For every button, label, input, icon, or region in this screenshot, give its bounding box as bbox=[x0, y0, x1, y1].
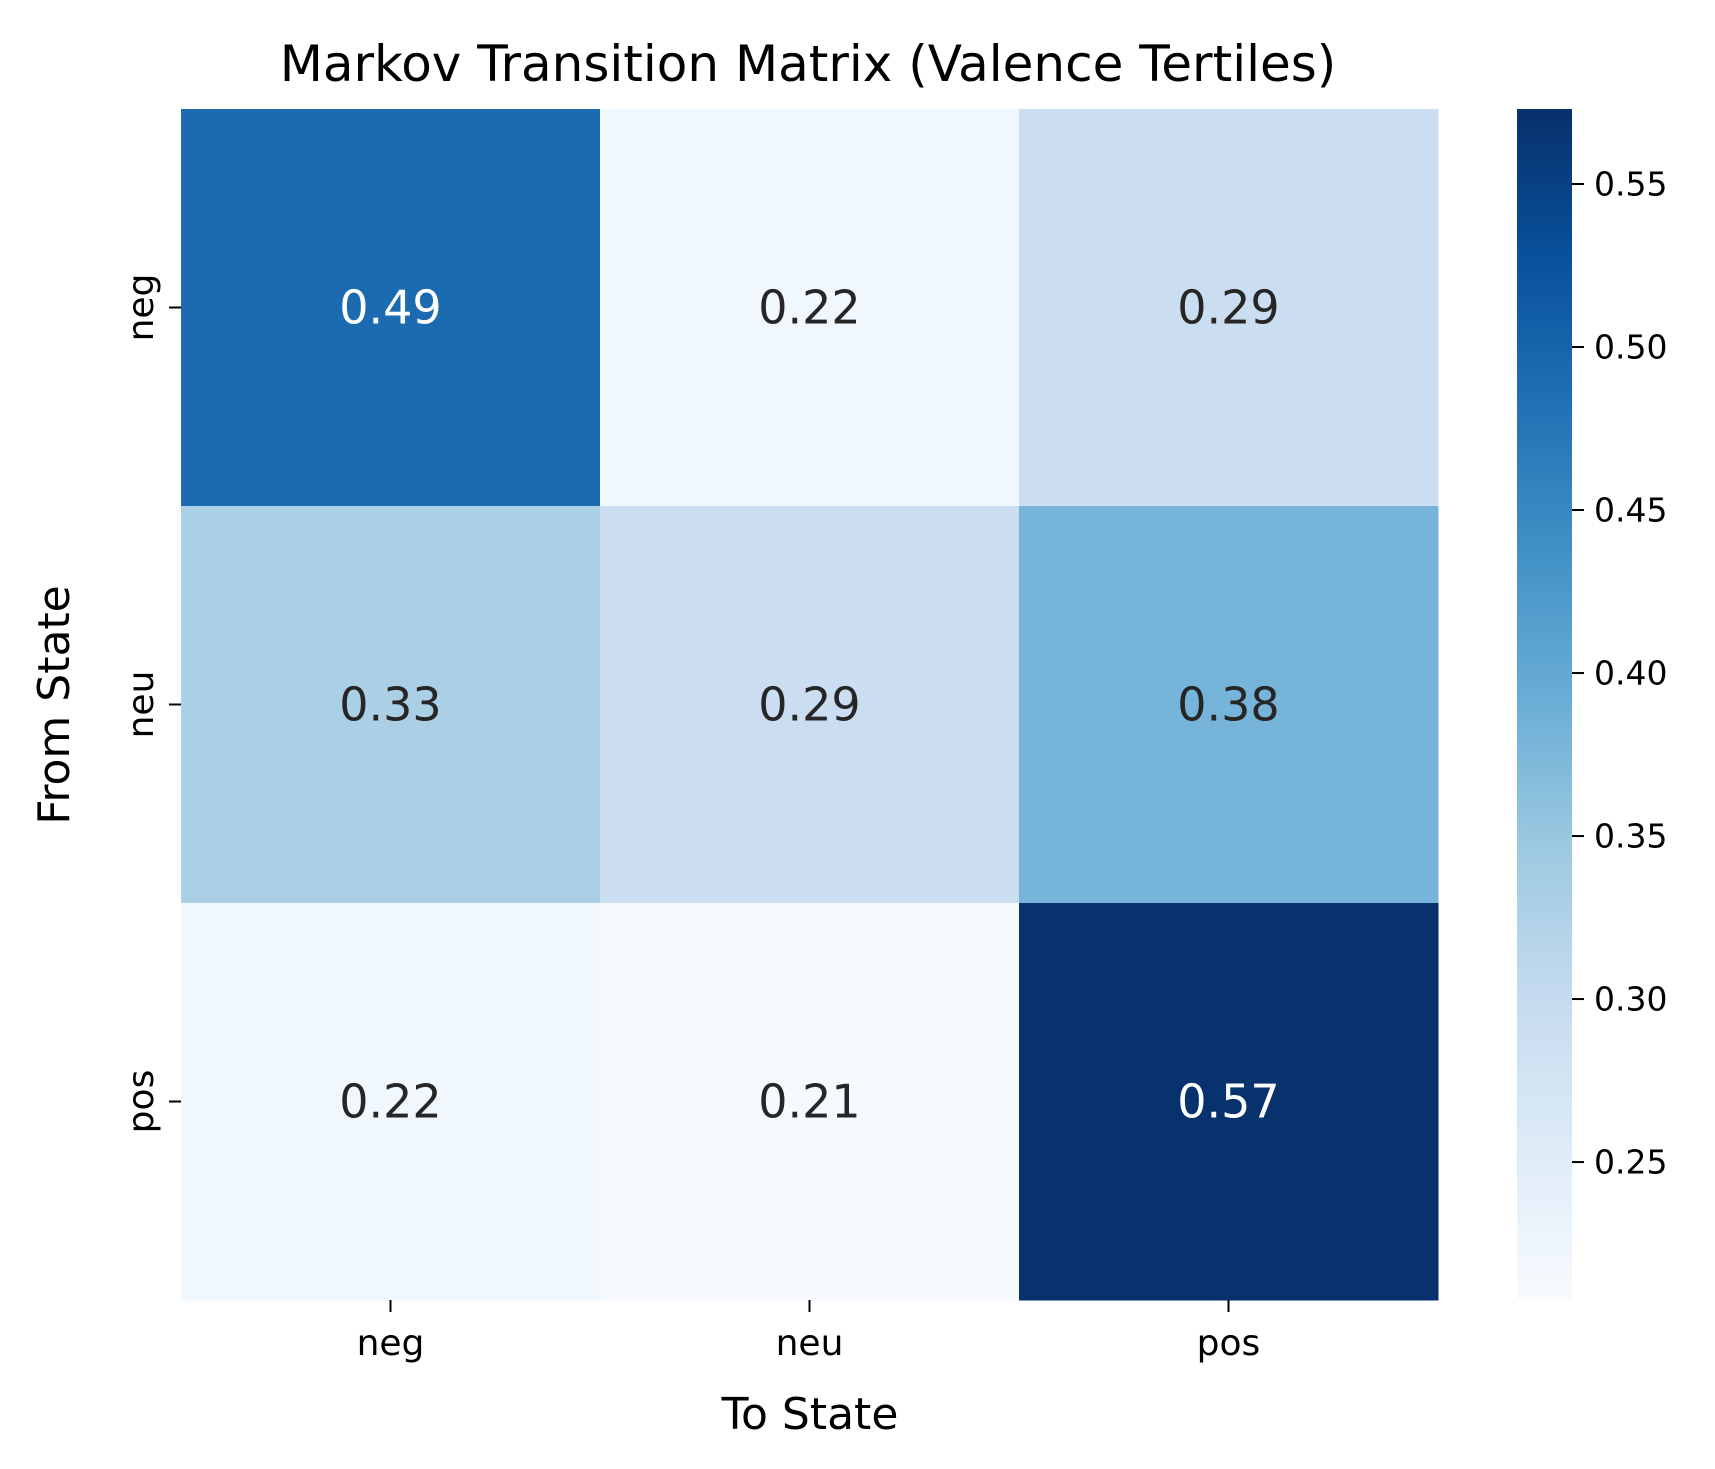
colorbar-tick-label: 0.25 bbox=[1594, 1143, 1667, 1182]
x-tick-label: pos bbox=[1197, 1323, 1261, 1364]
heatmap-cell bbox=[1019, 109, 1439, 507]
y-tick-label: pos bbox=[121, 1070, 162, 1134]
colorbar-tick-label: 0.50 bbox=[1594, 328, 1667, 367]
heatmap-cell-labels: 0.49 0.22 0.29 0.33 0.29 0.38 0.22 0.21 0.57 bbox=[339, 281, 1279, 1129]
heatmap-cell-label: 0.33 bbox=[339, 678, 441, 732]
chart-title: Markov Transition Matrix (Valence Tertil… bbox=[280, 35, 1337, 93]
heatmap-cell-label: 0.38 bbox=[1177, 678, 1279, 732]
heatmap-cell bbox=[1019, 903, 1439, 1301]
heatmap-cell bbox=[600, 903, 1020, 1301]
x-tick-label: neg bbox=[357, 1323, 425, 1364]
colorbar-tick-label: 0.40 bbox=[1594, 654, 1667, 693]
heatmap-cell-label: 0.22 bbox=[758, 281, 860, 335]
colorbar-tick-label: 0.55 bbox=[1594, 164, 1667, 203]
x-tick-label: neu bbox=[776, 1323, 844, 1364]
colorbar-tick-label: 0.45 bbox=[1594, 491, 1667, 530]
colorbar-ticks: 0.25 0.30 0.35 0.40 0.45 0.50 0.55 bbox=[1572, 164, 1667, 1182]
x-axis-ticks: neg neu pos bbox=[357, 1300, 1261, 1364]
y-tick-label: neu bbox=[121, 671, 162, 739]
heatmap-cell-label: 0.22 bbox=[339, 1075, 441, 1129]
heatmap-cell bbox=[600, 506, 1020, 904]
heatmap-cell-label: 0.49 bbox=[339, 281, 441, 335]
y-axis-label: From State bbox=[29, 585, 80, 824]
colorbar-tick-label: 0.30 bbox=[1594, 980, 1667, 1019]
heatmap-cell-label: 0.29 bbox=[758, 678, 860, 732]
heatmap-cell bbox=[600, 109, 1020, 507]
heatmap-cell bbox=[181, 903, 601, 1301]
heatmap-cell-label: 0.29 bbox=[1177, 281, 1279, 335]
heatmap-cell bbox=[1019, 506, 1439, 904]
colorbar bbox=[1517, 109, 1572, 1299]
heatmap-cell bbox=[181, 109, 601, 507]
x-axis-label: To State bbox=[721, 1389, 899, 1440]
colorbar-tick-label: 0.35 bbox=[1594, 817, 1667, 856]
y-tick-label: neg bbox=[121, 274, 162, 342]
heatmap-cell-label: 0.21 bbox=[758, 1075, 860, 1129]
heatmap-cells bbox=[181, 109, 1439, 1301]
y-axis-ticks: neg neu pos bbox=[121, 274, 181, 1134]
heatmap-cell-label: 0.57 bbox=[1177, 1075, 1279, 1129]
heatmap-cell bbox=[181, 506, 601, 904]
